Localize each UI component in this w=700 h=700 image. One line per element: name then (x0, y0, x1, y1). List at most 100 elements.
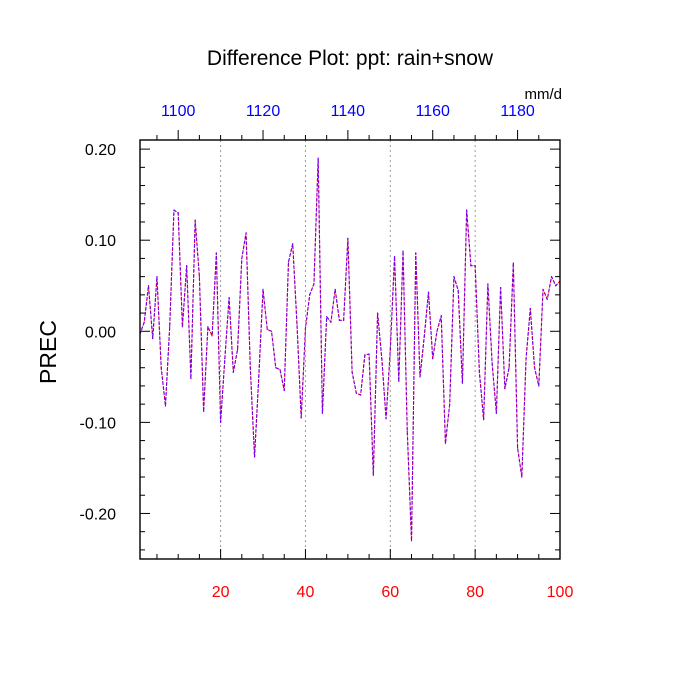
series-point (364, 354, 366, 356)
series-point (203, 410, 205, 413)
series-point (270, 330, 273, 332)
series-point (461, 382, 464, 384)
series-point (487, 283, 489, 285)
series-point (224, 358, 226, 360)
y-tick-label: 0.10 (85, 233, 116, 250)
series-point (177, 212, 179, 214)
x-tick-label-top: 1140 (331, 103, 366, 120)
x-tick-label-bottom: 80 (466, 584, 484, 601)
series-point (440, 315, 442, 317)
series-point (389, 348, 391, 351)
y-tick-label: 0.20 (85, 142, 116, 159)
y-tick-label: 0.00 (85, 324, 116, 341)
series-point (186, 265, 188, 267)
series-point (258, 376, 260, 378)
series-point (338, 319, 340, 321)
series-point (542, 288, 544, 290)
series-point (241, 257, 243, 260)
x-tick-label-bottom: 100 (547, 584, 574, 601)
x-tick-label-top: 1100 (161, 103, 196, 120)
series-point (423, 336, 425, 338)
series-point (385, 418, 387, 420)
series-point (444, 442, 447, 444)
axis-ticks (140, 130, 560, 559)
series-point (220, 421, 222, 423)
x-tick-label-top: 1160 (416, 103, 451, 120)
series-point (228, 296, 230, 299)
series-point (334, 288, 336, 290)
series-point (470, 265, 472, 267)
series-point (279, 368, 281, 371)
series-point (249, 367, 251, 369)
series-point (495, 412, 497, 414)
series-point (512, 262, 514, 264)
series-point (262, 288, 264, 290)
series-point (555, 285, 557, 287)
series-point (516, 447, 519, 449)
series-point (453, 276, 455, 278)
series-point (368, 353, 370, 355)
series-point (173, 209, 175, 211)
series-point (355, 392, 357, 394)
series-point (211, 335, 213, 337)
plot-frame (139, 139, 561, 560)
y-axis-label: PREC (35, 320, 61, 384)
series-point (317, 157, 319, 159)
series-point (406, 430, 408, 433)
series-point (236, 348, 239, 351)
series-point (343, 319, 345, 321)
x-tick-label-bottom: 20 (212, 584, 230, 601)
series-point (436, 330, 438, 332)
series-point (415, 252, 417, 254)
series-point (152, 337, 154, 340)
series-point (326, 316, 328, 318)
series-point (466, 209, 468, 211)
series-point (491, 362, 493, 364)
y-tick-label: -0.10 (80, 415, 117, 432)
series-point (538, 385, 540, 387)
series-point (381, 358, 383, 360)
series-point (521, 476, 523, 478)
series-point (360, 394, 362, 396)
series-point (156, 276, 158, 278)
series-point (533, 367, 536, 369)
series-point (143, 321, 145, 323)
series-point (304, 327, 307, 330)
series-layer (139, 157, 561, 542)
tick-labels: 0.20 0.10 0.00 -0.10 -0.20 20 40 60 80 100 1100 112… (80, 103, 574, 601)
series-point (321, 412, 324, 414)
series-point (330, 321, 332, 323)
series-point (427, 291, 430, 293)
series-point (266, 328, 268, 331)
series-point (550, 276, 553, 278)
series-point (529, 307, 531, 310)
series-point (207, 326, 209, 328)
x-tick-label-bottom: 40 (297, 584, 315, 601)
series-point (525, 358, 527, 360)
x-tick-label-top: 1180 (500, 103, 535, 120)
series-point (504, 388, 506, 390)
series-point (432, 358, 434, 360)
series-point (164, 405, 167, 407)
series-point (198, 276, 200, 278)
series-point (449, 403, 451, 405)
series-point (215, 252, 217, 254)
series-point (500, 286, 502, 289)
series-point (393, 255, 396, 258)
series-point (190, 378, 192, 380)
series-point (275, 367, 277, 369)
series-point (347, 237, 349, 239)
series-point (483, 419, 485, 421)
series-point (287, 261, 290, 263)
series-point (253, 456, 256, 458)
series-line (139, 157, 561, 542)
series-point (147, 285, 150, 287)
series-point (376, 312, 379, 314)
series-point (283, 389, 285, 392)
series-point (313, 283, 315, 285)
series-point (309, 294, 311, 296)
series-point (169, 326, 171, 328)
